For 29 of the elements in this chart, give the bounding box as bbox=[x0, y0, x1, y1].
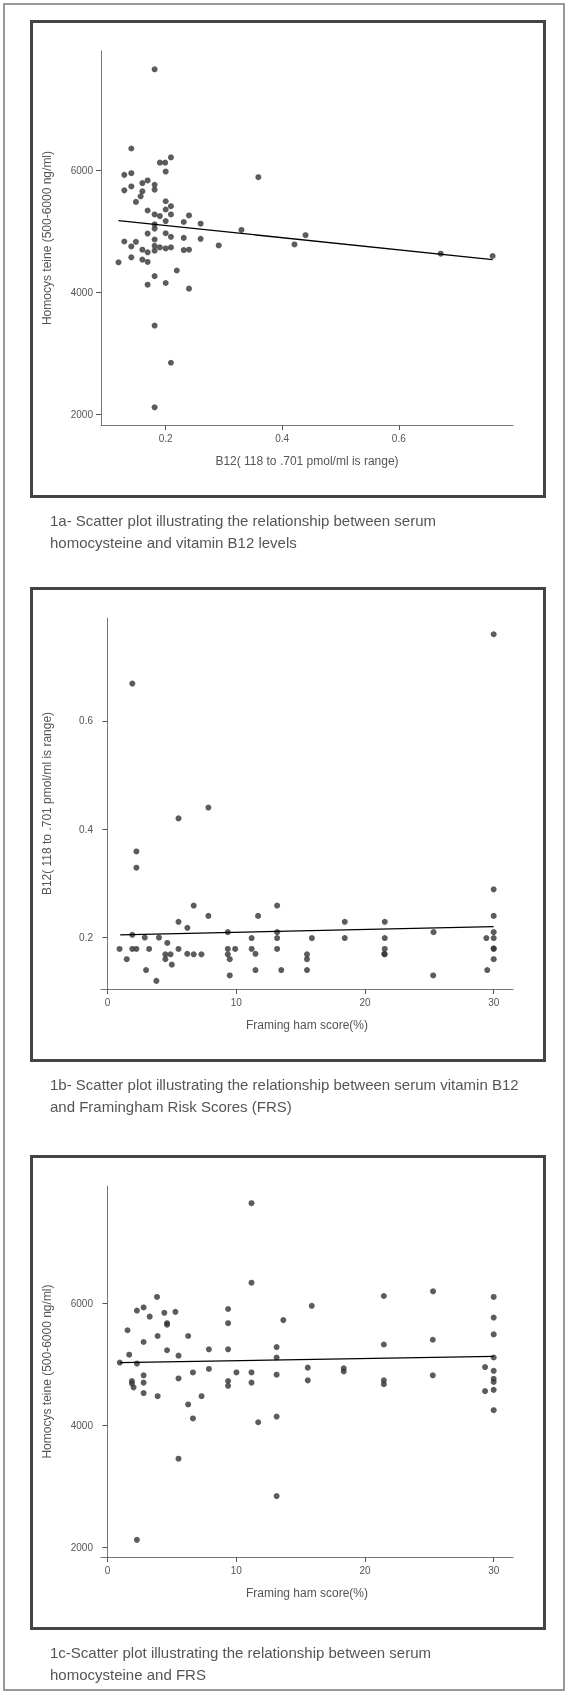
y-tick-label: 4000 bbox=[70, 287, 94, 299]
y-tick-label: 2000 bbox=[70, 1541, 94, 1553]
x-tick-label: 0.4 bbox=[275, 432, 290, 444]
text: 1b- Scatter plot illustrating the relationship between serum vitamin B12 and Framingham Risk Scores (FRS) bbox=[50, 1075, 520, 1117]
x-tick-label: 0 bbox=[104, 996, 111, 1008]
y-tick-label: 6000 bbox=[70, 165, 94, 177]
y-axis-title: Homocys teine (500-6000 ng/ml) bbox=[40, 150, 54, 326]
x-tick-label: 20 bbox=[359, 996, 371, 1008]
y-axis-title: B12( 118 to .701 pmol/ml is range) bbox=[40, 711, 54, 896]
x-tick-label: 0 bbox=[104, 1564, 111, 1576]
text: 1a- Scatter plot illustrating the relationship between serum homocysteine and vitamin B12 levels bbox=[50, 511, 438, 553]
y-tick-label: 0.4 bbox=[79, 823, 94, 835]
x-tick-label: 20 bbox=[359, 1564, 371, 1576]
x-tick-label: 0.2 bbox=[158, 432, 174, 444]
y-tick-label: 4000 bbox=[70, 1419, 94, 1431]
x-tick-label: 10 bbox=[230, 996, 243, 1008]
text: 1c-Scatter plot illustrating the relationship between serum homocysteine and FRS bbox=[50, 1643, 433, 1685]
x-axis-title: Framing ham score(%) bbox=[245, 1018, 369, 1032]
y-axis-title: Homocys teine (500-6000 ng/ml) bbox=[40, 1284, 54, 1459]
x-tick-label: 0.6 bbox=[391, 432, 407, 444]
y-tick-label: 2000 bbox=[70, 409, 94, 421]
y-tick-label: 0.6 bbox=[79, 715, 94, 727]
y-tick-label: 0.2 bbox=[79, 932, 94, 944]
x-tick-label: 10 bbox=[230, 1564, 243, 1576]
x-axis-title: Framing ham score(%) bbox=[245, 1586, 369, 1600]
x-axis-title: B12( 118 to .701 pmol/ml is range) bbox=[215, 454, 399, 468]
y-tick-label: 6000 bbox=[70, 1297, 94, 1309]
x-tick-label: 30 bbox=[488, 996, 500, 1008]
x-tick-label: 30 bbox=[488, 1564, 500, 1576]
